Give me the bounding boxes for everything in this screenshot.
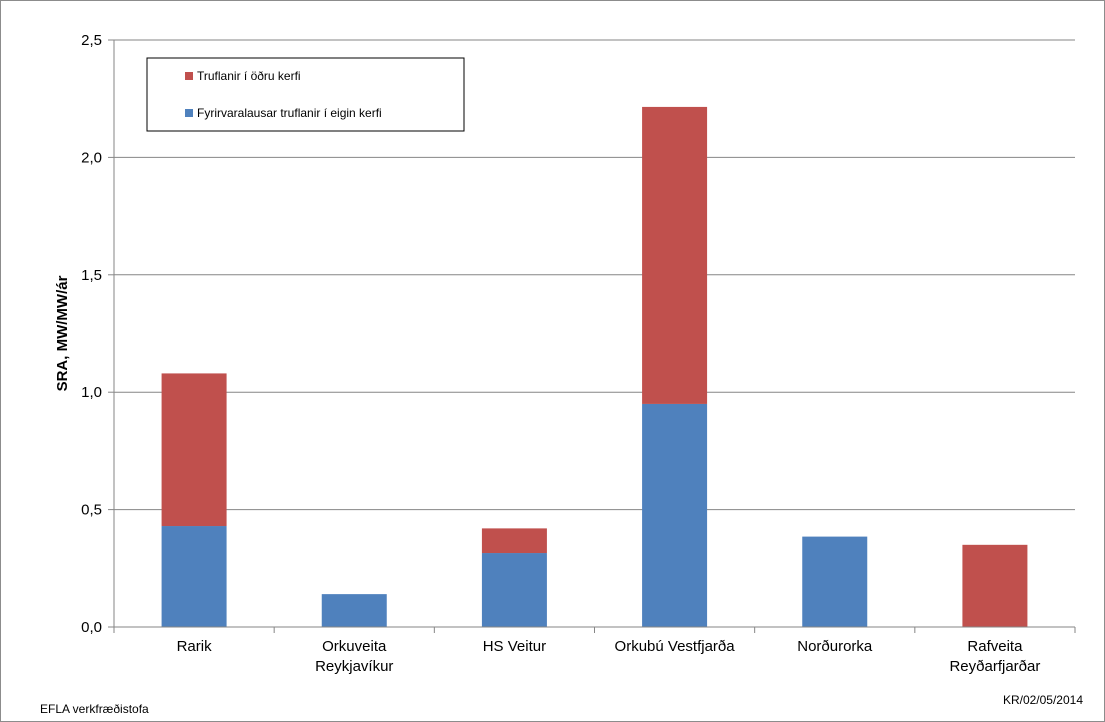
labels-layer: 0,0 0,5 1,0 1,5 2,0 2,5 Rarik Orkuveita Reykjaví… [54,32,1040,675]
bar-segment-other-system [642,106,708,404]
bar-segment-other-system [161,373,227,527]
bars-layer [161,106,1028,627]
y-tick-label: 2,0 [81,149,102,166]
footer-date: KR/02/05/2014 [1002,693,1083,707]
y-tick-label: 2,5 [81,32,102,49]
bar-segment-own-system [321,594,387,627]
x-tick-label: Rarik [177,638,213,655]
legend-label: Fyrirvaralausar truflanir í eigin kerfi [197,106,382,120]
x-tick-label: Reykjavíkur [315,658,393,675]
bar-segment-own-system [481,553,547,627]
x-tick-label: Reyðarfjarðar [949,658,1040,675]
x-tick-label: Rafveita [967,638,1023,655]
bar-segment-other-system [962,544,1028,627]
y-axis-title: SRA, MW/MW/ár [54,275,71,391]
legend: Truflanir í öðru kerfi Fyrirvaralausar tr… [146,57,465,132]
x-tick-label: HS Veitur [483,638,546,655]
bar-segment-own-system [161,526,227,627]
bar-segment-own-system [642,403,708,627]
legend-swatch [185,109,193,117]
axis-layer [108,39,1076,633]
y-tick-label: 0,5 [81,502,102,519]
x-tick-label: Orkubú Vestfjarða [615,638,736,655]
bar-segment-own-system [802,536,868,627]
x-tick-label: Norðurorka [797,638,873,655]
bar-segment-other-system [481,528,547,554]
footer-source: EFLA verkfræðistofa [40,702,149,716]
grid-layer [114,39,1075,511]
legend-box [146,57,465,132]
legend-swatch [185,72,193,80]
y-tick-label: 1,0 [81,384,102,401]
y-tick-label: 0,0 [81,619,102,636]
y-tick-label: 1,5 [81,267,102,284]
legend-label: Truflanir í öðru kerfi [197,69,301,83]
x-tick-label: Orkuveita [322,638,387,655]
